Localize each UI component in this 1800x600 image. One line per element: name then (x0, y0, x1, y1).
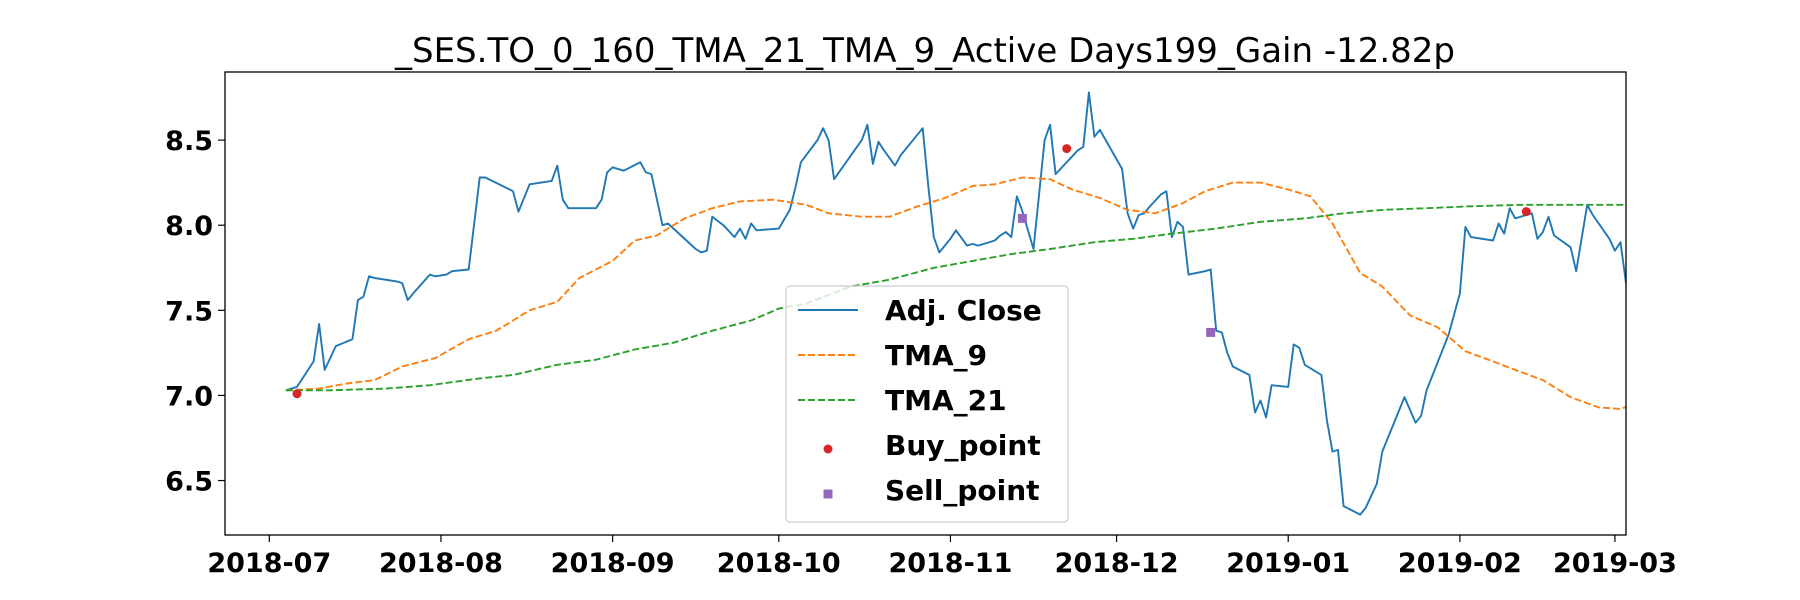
y-tick-label: 6.5 (165, 467, 213, 498)
series-line-tma-21 (285, 203, 1626, 392)
series-layer (285, 91, 1626, 516)
y-tick-label: 8.5 (165, 126, 213, 157)
chart-title: _SES.TO_0_160_TMA_21_TMA_9_Active Days19… (394, 31, 1455, 71)
x-tick-label: 2019-01 (1226, 548, 1350, 579)
x-tick-label: 2018-09 (551, 548, 675, 579)
legend-label-buy-point: Buy_point (885, 429, 1041, 462)
series-line-tma-9 (285, 176, 1626, 410)
legend-entry-adj-close: Adj. Close (798, 294, 1042, 327)
legend-label-tma-21: TMA_21 (885, 384, 1007, 417)
sell-point-marker (1206, 327, 1216, 337)
legend-box (785, 285, 1069, 523)
legend-entry-tma-9: TMA_9 (798, 339, 987, 372)
series-line-adj-close (285, 91, 1626, 516)
marker-layer (292, 144, 1531, 399)
legend: Adj. Close TMA_9 TMA_21 Buy_point Sell_point (785, 285, 1069, 523)
x-tick-label: 2018-11 (888, 548, 1012, 579)
legend-entry-buy-point: Buy_point (823, 429, 1041, 462)
legend-label-adj-close: Adj. Close (885, 294, 1042, 327)
plot-frame (224, 71, 1627, 536)
legend-label-tma-9: TMA_9 (885, 339, 987, 372)
legend-entry-sell-point: Sell_point (823, 474, 1040, 507)
x-tick-label: 2018-08 (379, 548, 503, 579)
buy-point-marker (292, 389, 302, 399)
y-tick-label: 7.5 (165, 296, 213, 327)
buy-point-marker (1521, 207, 1531, 217)
legend-entry-tma-21: TMA_21 (798, 384, 1007, 417)
y-tick-label: 7.0 (165, 381, 213, 412)
y-tick-label: 8.0 (165, 211, 213, 242)
legend-label-sell-point: Sell_point (885, 474, 1040, 507)
x-tick-label: 2019-02 (1398, 548, 1522, 579)
x-tick-label: 2018-07 (207, 548, 331, 579)
x-tick-label: 2018-12 (1055, 548, 1179, 579)
buy-point-marker (1062, 144, 1072, 154)
axis-layer: 2018-07 2018-08 2018-09 2018-10 2018-11 2018-… (165, 126, 1677, 579)
x-tick-label: 2018-10 (717, 548, 841, 579)
legend-handle-buy-point (823, 444, 833, 454)
x-tick-label: 2019-03 (1553, 548, 1677, 579)
sell-point-marker (1017, 213, 1027, 223)
legend-handle-sell-point (823, 489, 833, 499)
